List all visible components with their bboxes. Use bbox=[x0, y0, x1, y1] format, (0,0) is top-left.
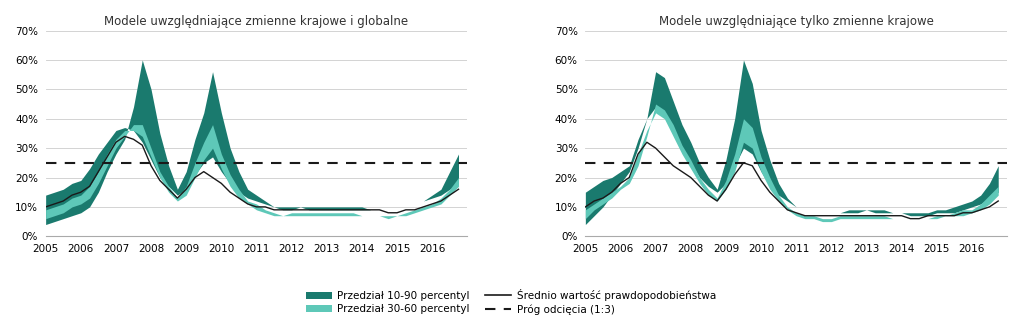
Title: Modele uwzględniające zmienne krajowe i globalne: Modele uwzględniające zmienne krajowe i … bbox=[104, 15, 409, 28]
Legend: Przedział 10-90 percentyl, Przedział 30-60 percentyl, Średnio wartość prawdopodo: Przedział 10-90 percentyl, Przedział 30-… bbox=[301, 285, 721, 319]
Title: Modele uwzględniające tylko zmienne krajowe: Modele uwzględniające tylko zmienne kraj… bbox=[659, 15, 934, 28]
